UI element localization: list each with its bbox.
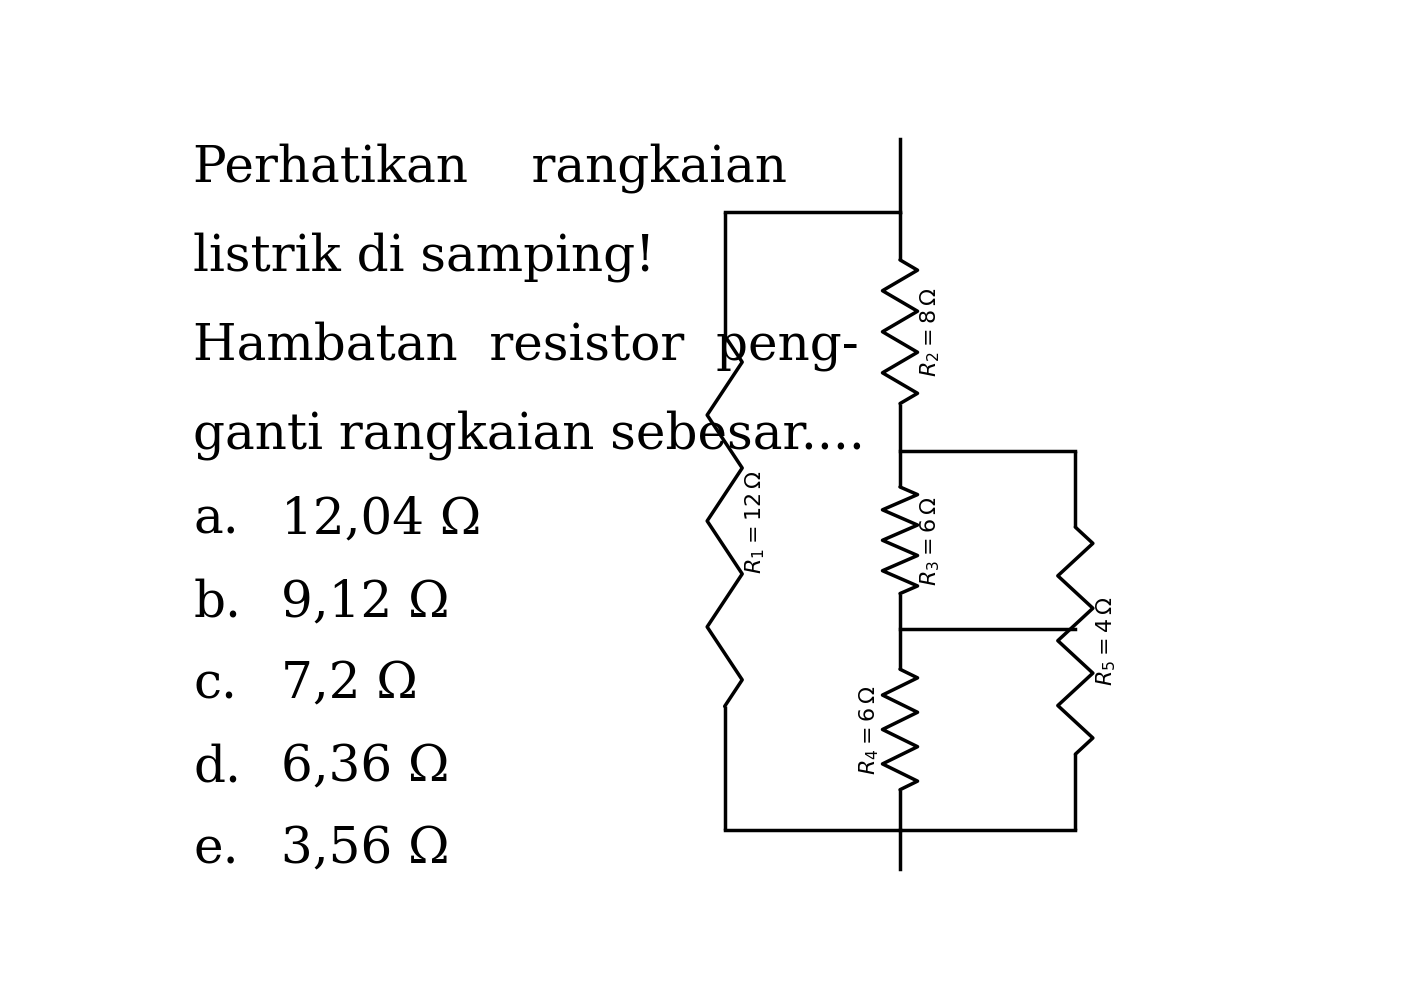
Text: b.: b. <box>194 577 242 626</box>
Text: ganti rangkaian sebesar....: ganti rangkaian sebesar.... <box>194 410 865 460</box>
Text: e.: e. <box>194 825 239 874</box>
Text: $R_3 = 6\,\Omega$: $R_3 = 6\,\Omega$ <box>919 496 943 585</box>
Text: d.: d. <box>194 742 242 792</box>
Text: 3,56 Ω: 3,56 Ω <box>281 825 450 874</box>
Text: $R_2 = 8\,\Omega$: $R_2 = 8\,\Omega$ <box>919 288 943 377</box>
Text: 9,12 Ω: 9,12 Ω <box>281 577 450 626</box>
Text: 6,36 Ω: 6,36 Ω <box>281 742 450 792</box>
Text: $R_1 = 12\,\Omega$: $R_1 = 12\,\Omega$ <box>744 470 768 573</box>
Text: listrik di samping!: listrik di samping! <box>194 232 655 282</box>
Text: Perhatikan    rangkaian: Perhatikan rangkaian <box>194 143 788 193</box>
Text: 7,2 Ω: 7,2 Ω <box>281 659 417 709</box>
Text: a.: a. <box>194 494 239 544</box>
Text: c.: c. <box>194 659 238 709</box>
Text: 12,04 Ω: 12,04 Ω <box>281 494 481 544</box>
Text: Hambatan  resistor  peng-: Hambatan resistor peng- <box>194 321 858 371</box>
Text: $R_4 = 6\,\Omega$: $R_4 = 6\,\Omega$ <box>857 685 881 775</box>
Text: $R_5 = 4\,\Omega$: $R_5 = 4\,\Omega$ <box>1094 596 1118 685</box>
